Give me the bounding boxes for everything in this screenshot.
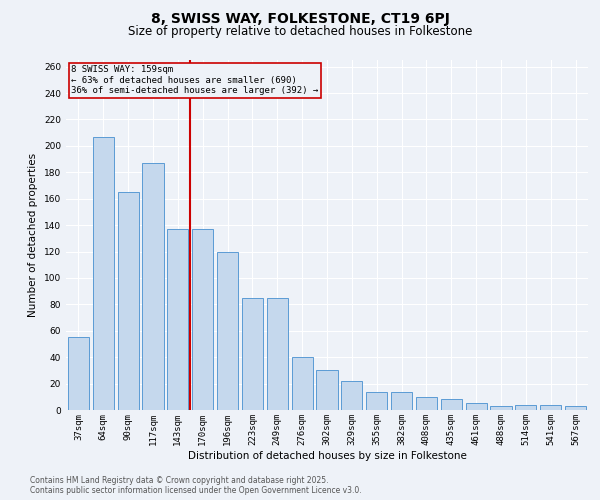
Bar (118, 192, 139, 410)
Bar (366, 392, 387, 410)
Bar (242, 298, 263, 410)
Y-axis label: Number of detached properties: Number of detached properties (28, 153, 38, 317)
Bar (565, 406, 586, 410)
Bar (267, 298, 288, 410)
Bar (167, 229, 188, 410)
Bar (391, 392, 412, 410)
Text: Contains public sector information licensed under the Open Government Licence v3: Contains public sector information licen… (30, 486, 362, 495)
Bar (341, 381, 362, 410)
Bar (540, 404, 561, 410)
Bar (192, 229, 213, 410)
Text: Contains HM Land Registry data © Crown copyright and database right 2025.: Contains HM Land Registry data © Crown c… (30, 476, 329, 485)
Bar (68, 338, 89, 410)
Bar (490, 406, 512, 410)
Text: Size of property relative to detached houses in Folkestone: Size of property relative to detached ho… (128, 25, 472, 38)
Bar (515, 404, 536, 410)
Text: 8 SWISS WAY: 159sqm
← 63% of detached houses are smaller (690)
36% of semi-detac: 8 SWISS WAY: 159sqm ← 63% of detached ho… (71, 66, 319, 95)
Bar (416, 397, 437, 410)
Bar (93, 136, 114, 410)
Bar (217, 252, 238, 410)
Text: 8, SWISS WAY, FOLKESTONE, CT19 6PJ: 8, SWISS WAY, FOLKESTONE, CT19 6PJ (151, 12, 449, 26)
Bar (441, 400, 462, 410)
Bar (316, 370, 338, 410)
Bar (466, 404, 487, 410)
X-axis label: Distribution of detached houses by size in Folkestone: Distribution of detached houses by size … (188, 450, 466, 460)
Bar (292, 357, 313, 410)
Bar (142, 163, 164, 410)
